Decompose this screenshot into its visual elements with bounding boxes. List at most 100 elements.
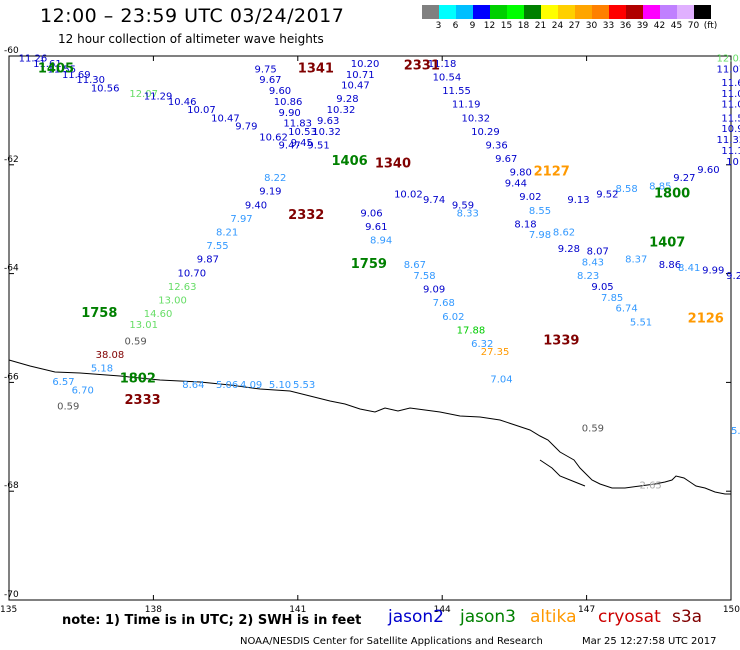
pass-time-label: 1758 (81, 306, 117, 321)
colorbar-label: 27 (568, 21, 581, 31)
swh-value: 9.67 (259, 75, 281, 86)
swh-value: 9.05 (591, 282, 613, 293)
swh-value: 9.79 (235, 121, 257, 132)
swh-value: 0.59 (582, 423, 604, 434)
lon-tick-label: 135 (0, 605, 17, 615)
colorbar-swatch (626, 5, 643, 19)
swh-value: 8.43 (582, 257, 604, 268)
swh-value: 10.62 (259, 132, 288, 143)
swh-value: 10.29 (471, 127, 500, 138)
colorbar-swatch (473, 5, 490, 19)
swh-value: 27.35 (481, 347, 510, 358)
swh-value: 7.04 (490, 374, 512, 385)
swh-value: 8.62 (553, 228, 575, 239)
swh-value: 9.59 (452, 200, 474, 211)
swh-value: 5.06 (216, 380, 238, 391)
swh-value: 10.02 (394, 189, 423, 200)
colorbar (422, 5, 711, 19)
swh-value: 10.54 (433, 72, 462, 83)
colorbar-label: 3 (435, 21, 442, 31)
swh-value: 11.19 (721, 146, 740, 157)
swh-value: 8.85 (649, 181, 671, 192)
swh-value: 9.60 (269, 86, 291, 97)
swh-value: 7.85 (601, 293, 623, 304)
swh-value: 5.51 (630, 317, 652, 328)
swh-value: 9.28 (558, 244, 580, 255)
swh-value: 9.40 (245, 200, 267, 211)
swh-value: 6.70 (72, 385, 94, 396)
pass-time-label: 1405 (38, 61, 74, 76)
colorbar-swatch (422, 5, 439, 19)
colorbar-label: 45 (670, 21, 683, 31)
swh-value: 9.99 (702, 266, 724, 277)
pass-time-label: 2332 (288, 208, 324, 223)
swh-value: 9.02 (519, 192, 541, 203)
swh-value: 8.21 (216, 228, 238, 239)
colorbar-label: 6 (452, 21, 459, 31)
pass-time-label: 1800 (654, 186, 690, 201)
swh-value: 11.55 (442, 86, 471, 97)
swh-value: 7.55 (206, 241, 228, 252)
swh-value: 9.67 (495, 154, 517, 165)
lon-tick-label: 141 (289, 605, 306, 615)
colorbar-label: 30 (585, 21, 598, 31)
colorbar-swatch (439, 5, 456, 19)
swh-value: 11.55 (721, 113, 740, 124)
colorbar-swatch (609, 5, 626, 19)
swh-value: 4.09 (240, 380, 262, 391)
swh-value: 11.55 (48, 64, 77, 75)
swh-value: 8.22 (264, 173, 286, 184)
legend-jason3: jason3 (460, 607, 516, 627)
swh-value: 11.04 (721, 100, 740, 111)
swh-value: 5.18 (91, 364, 113, 375)
swh-value: 8.33 (457, 208, 479, 219)
map-subtitle: 12 hour collection of altimeter wave hei… (58, 32, 324, 46)
swh-value: 9.74 (423, 195, 445, 206)
swh-value: 10.46 (168, 97, 197, 108)
note-text: note: 1) Time is in UTC; 2) SWH is in fe… (62, 613, 362, 628)
swh-value: 8.41 (678, 263, 700, 274)
swh-value: 9.87 (197, 255, 219, 266)
swh-value: 6.02 (442, 312, 464, 323)
swh-value: 10.56 (91, 83, 120, 94)
swh-value: 10.92 (726, 157, 740, 168)
swh-value: 11.83 (283, 119, 312, 130)
lat-tick-label: -66 (4, 372, 19, 382)
swh-value: 2.65 (640, 480, 662, 491)
swh-value: 17.88 (457, 325, 486, 336)
swh-value: 6.74 (615, 304, 637, 315)
swh-value: 9.80 (510, 168, 532, 179)
swh-value: 14.60 (144, 309, 173, 320)
colorbar-label: 42 (653, 21, 666, 31)
swh-value: 9.36 (486, 140, 508, 151)
swh-value: 9.45 (291, 138, 313, 149)
lat-tick-label: -62 (4, 155, 19, 165)
swh-value: 9.27 (673, 173, 695, 184)
swh-value: 10.32 (461, 113, 490, 124)
swh-value: 11.08 (721, 89, 740, 100)
swh-value: 10.53 (288, 127, 317, 138)
colorbar-swatch (541, 5, 558, 19)
swh-value: 9.51 (307, 140, 329, 151)
colorbar-swatch (507, 5, 524, 19)
swh-value: 8.07 (587, 247, 609, 258)
swh-value: 10.71 (346, 70, 375, 81)
swh-value: 11.30 (76, 75, 105, 86)
colorbar-swatch (558, 5, 575, 19)
swh-value: 5.10 (269, 380, 291, 391)
swh-value: 8.64 (182, 380, 204, 391)
lon-tick-label: 144 (434, 605, 451, 615)
swh-value: 8.58 (615, 184, 637, 195)
swh-value: 7.97 (230, 214, 252, 225)
swh-value: 8.55 (529, 206, 551, 217)
swh-value: 11.62 (721, 78, 740, 89)
lat-tick-label: -60 (4, 46, 19, 56)
swh-value: 10.07 (187, 105, 216, 116)
swh-value: 10.70 (177, 268, 206, 279)
swh-value: 11.32 (717, 135, 740, 146)
coastline-detail (539, 459, 586, 487)
swh-value: 9.09 (423, 285, 445, 296)
colorbar-swatch (694, 5, 711, 19)
swh-value: 10.32 (312, 127, 341, 138)
